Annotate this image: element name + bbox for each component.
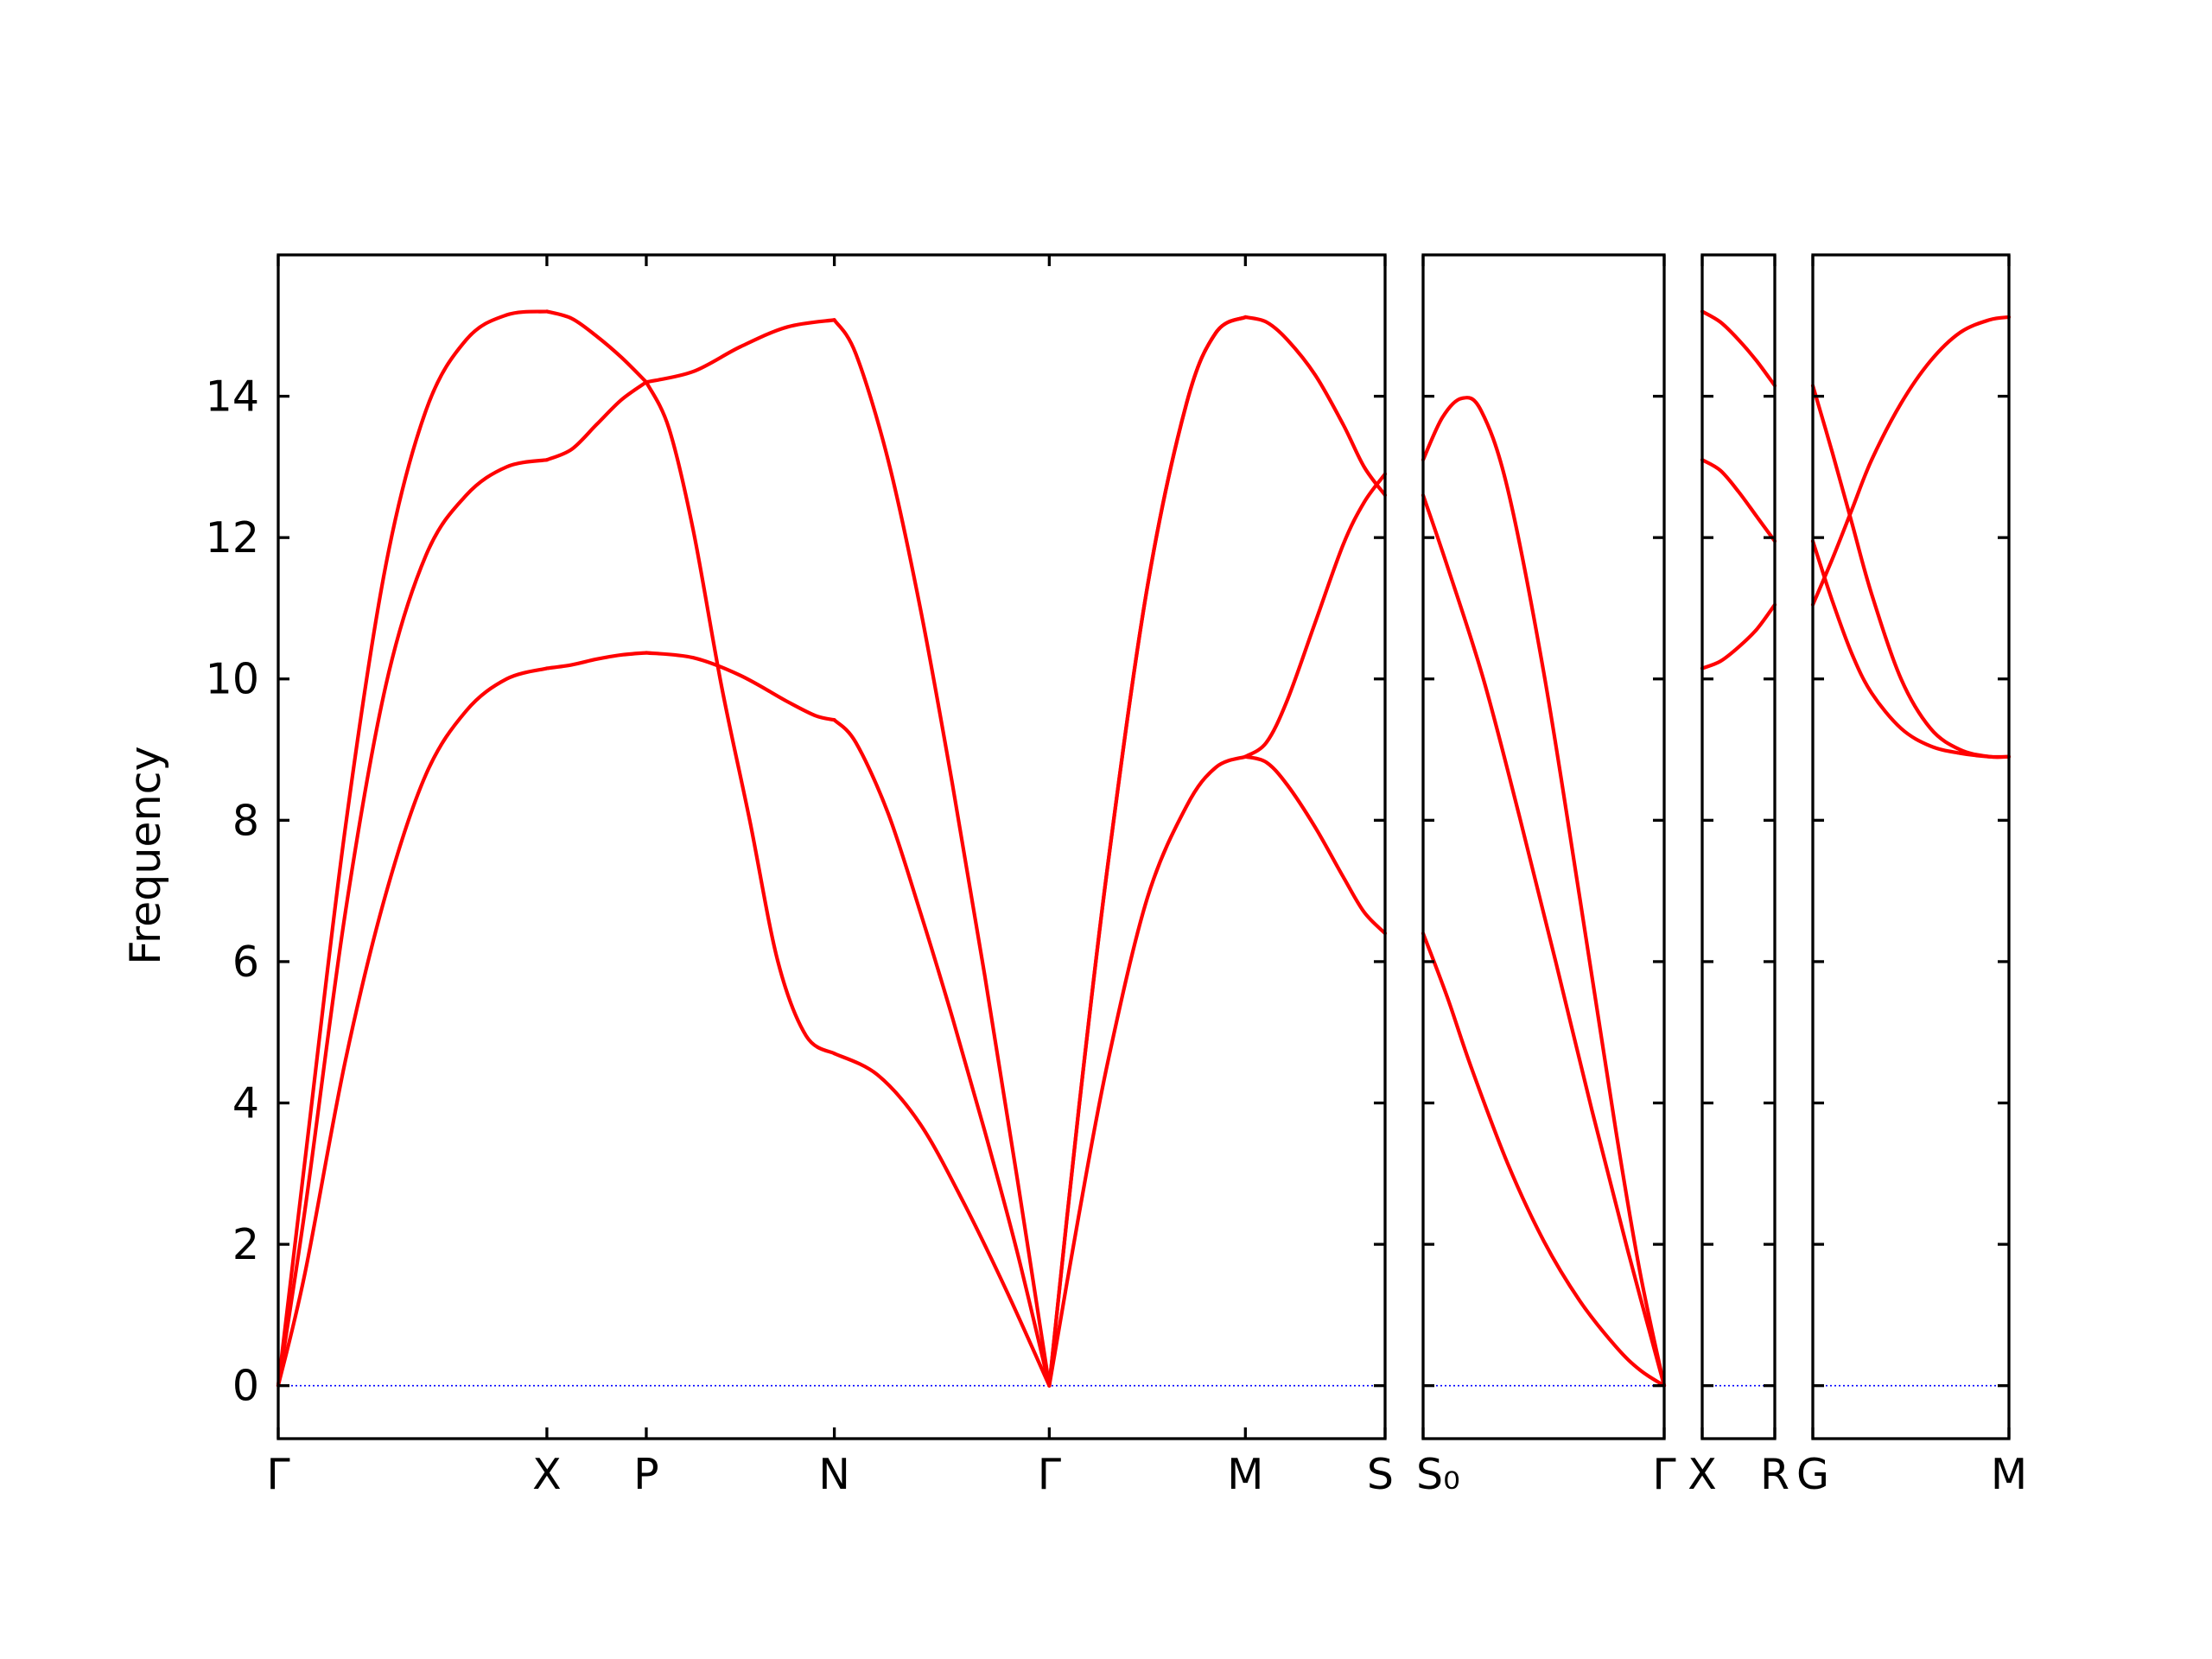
x-tick-label: M (1227, 1450, 1263, 1499)
x-tick-label: M (1991, 1450, 2027, 1499)
phonon-band-curve (276, 309, 550, 1388)
phonon-band-curve (1810, 315, 2012, 607)
phonon-band-curve (544, 380, 649, 462)
phonon-band-curve (1243, 315, 1388, 498)
phonon-band-curve (1421, 396, 1667, 1388)
phonon-band-curve (544, 651, 649, 671)
panel-frame (276, 253, 1387, 1440)
y-tick-label: 8 (232, 796, 259, 845)
y-tick-label: 0 (232, 1362, 259, 1411)
x-tick-label: Γ (1652, 1450, 1676, 1499)
x-tick-label: Γ (266, 1450, 290, 1499)
x-tick-label: Γ (1038, 1450, 1062, 1499)
phonon-band-curve (1700, 458, 1777, 543)
phonon-band-curve (832, 1052, 1052, 1388)
phonon-band-curve (1243, 472, 1388, 759)
phonon-band-curve (644, 651, 836, 722)
phonon-band-curve (1421, 493, 1667, 1388)
y-axis-label: Frequency (121, 746, 170, 964)
phonon-band-curve (1700, 602, 1777, 671)
phonon-band-curve (1047, 315, 1248, 1388)
x-tick-label: X (532, 1450, 562, 1499)
phonon-band-curve (1421, 931, 1667, 1388)
phonon-band-curve (1700, 309, 1777, 388)
y-tick-label: 4 (232, 1078, 259, 1128)
phonon-band-curve (1810, 539, 2012, 760)
panel-frame (1700, 253, 1777, 1440)
phonon-band-curve (276, 666, 550, 1388)
phonon-band-curve (1810, 384, 2012, 760)
phonon-band-curve (832, 718, 1052, 1388)
panel-frame (1421, 253, 1666, 1440)
phonon-band-curve (1047, 754, 1248, 1388)
x-tick-label: R (1760, 1450, 1789, 1499)
y-tick-label: 12 (206, 513, 259, 563)
y-tick-label: 6 (232, 938, 259, 987)
phonon-band-curve (644, 380, 836, 1056)
x-tick-label: N (818, 1450, 850, 1499)
y-tick-label: 10 (206, 655, 259, 704)
phonon-band-curve (544, 309, 649, 385)
y-tick-label: 14 (206, 372, 259, 422)
x-tick-label: G (1796, 1450, 1829, 1499)
panel-frame (1811, 253, 2011, 1440)
phonon-band-curve (276, 458, 550, 1388)
band-panel: S₀ Γ (1416, 253, 1676, 1499)
phonon-band-curve (1243, 754, 1388, 936)
x-tick-label: S₀ (1416, 1450, 1460, 1499)
phonon-band-curve (644, 318, 836, 385)
x-tick-label: X (1688, 1450, 1717, 1499)
phonon-band-curve (832, 318, 1052, 1388)
x-tick-label: S (1367, 1450, 1394, 1499)
x-tick-label: P (633, 1450, 659, 1499)
y-tick-label: 2 (232, 1220, 259, 1269)
